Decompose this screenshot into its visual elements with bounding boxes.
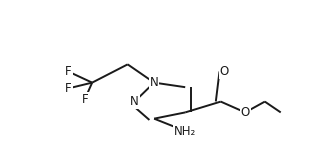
Text: NH₂: NH₂: [174, 124, 196, 138]
Text: F: F: [65, 65, 72, 78]
Text: F: F: [82, 93, 88, 106]
Text: O: O: [240, 106, 250, 119]
Text: N: N: [150, 76, 159, 89]
Text: N: N: [130, 95, 139, 108]
Text: O: O: [220, 65, 229, 78]
Text: F: F: [65, 82, 72, 95]
